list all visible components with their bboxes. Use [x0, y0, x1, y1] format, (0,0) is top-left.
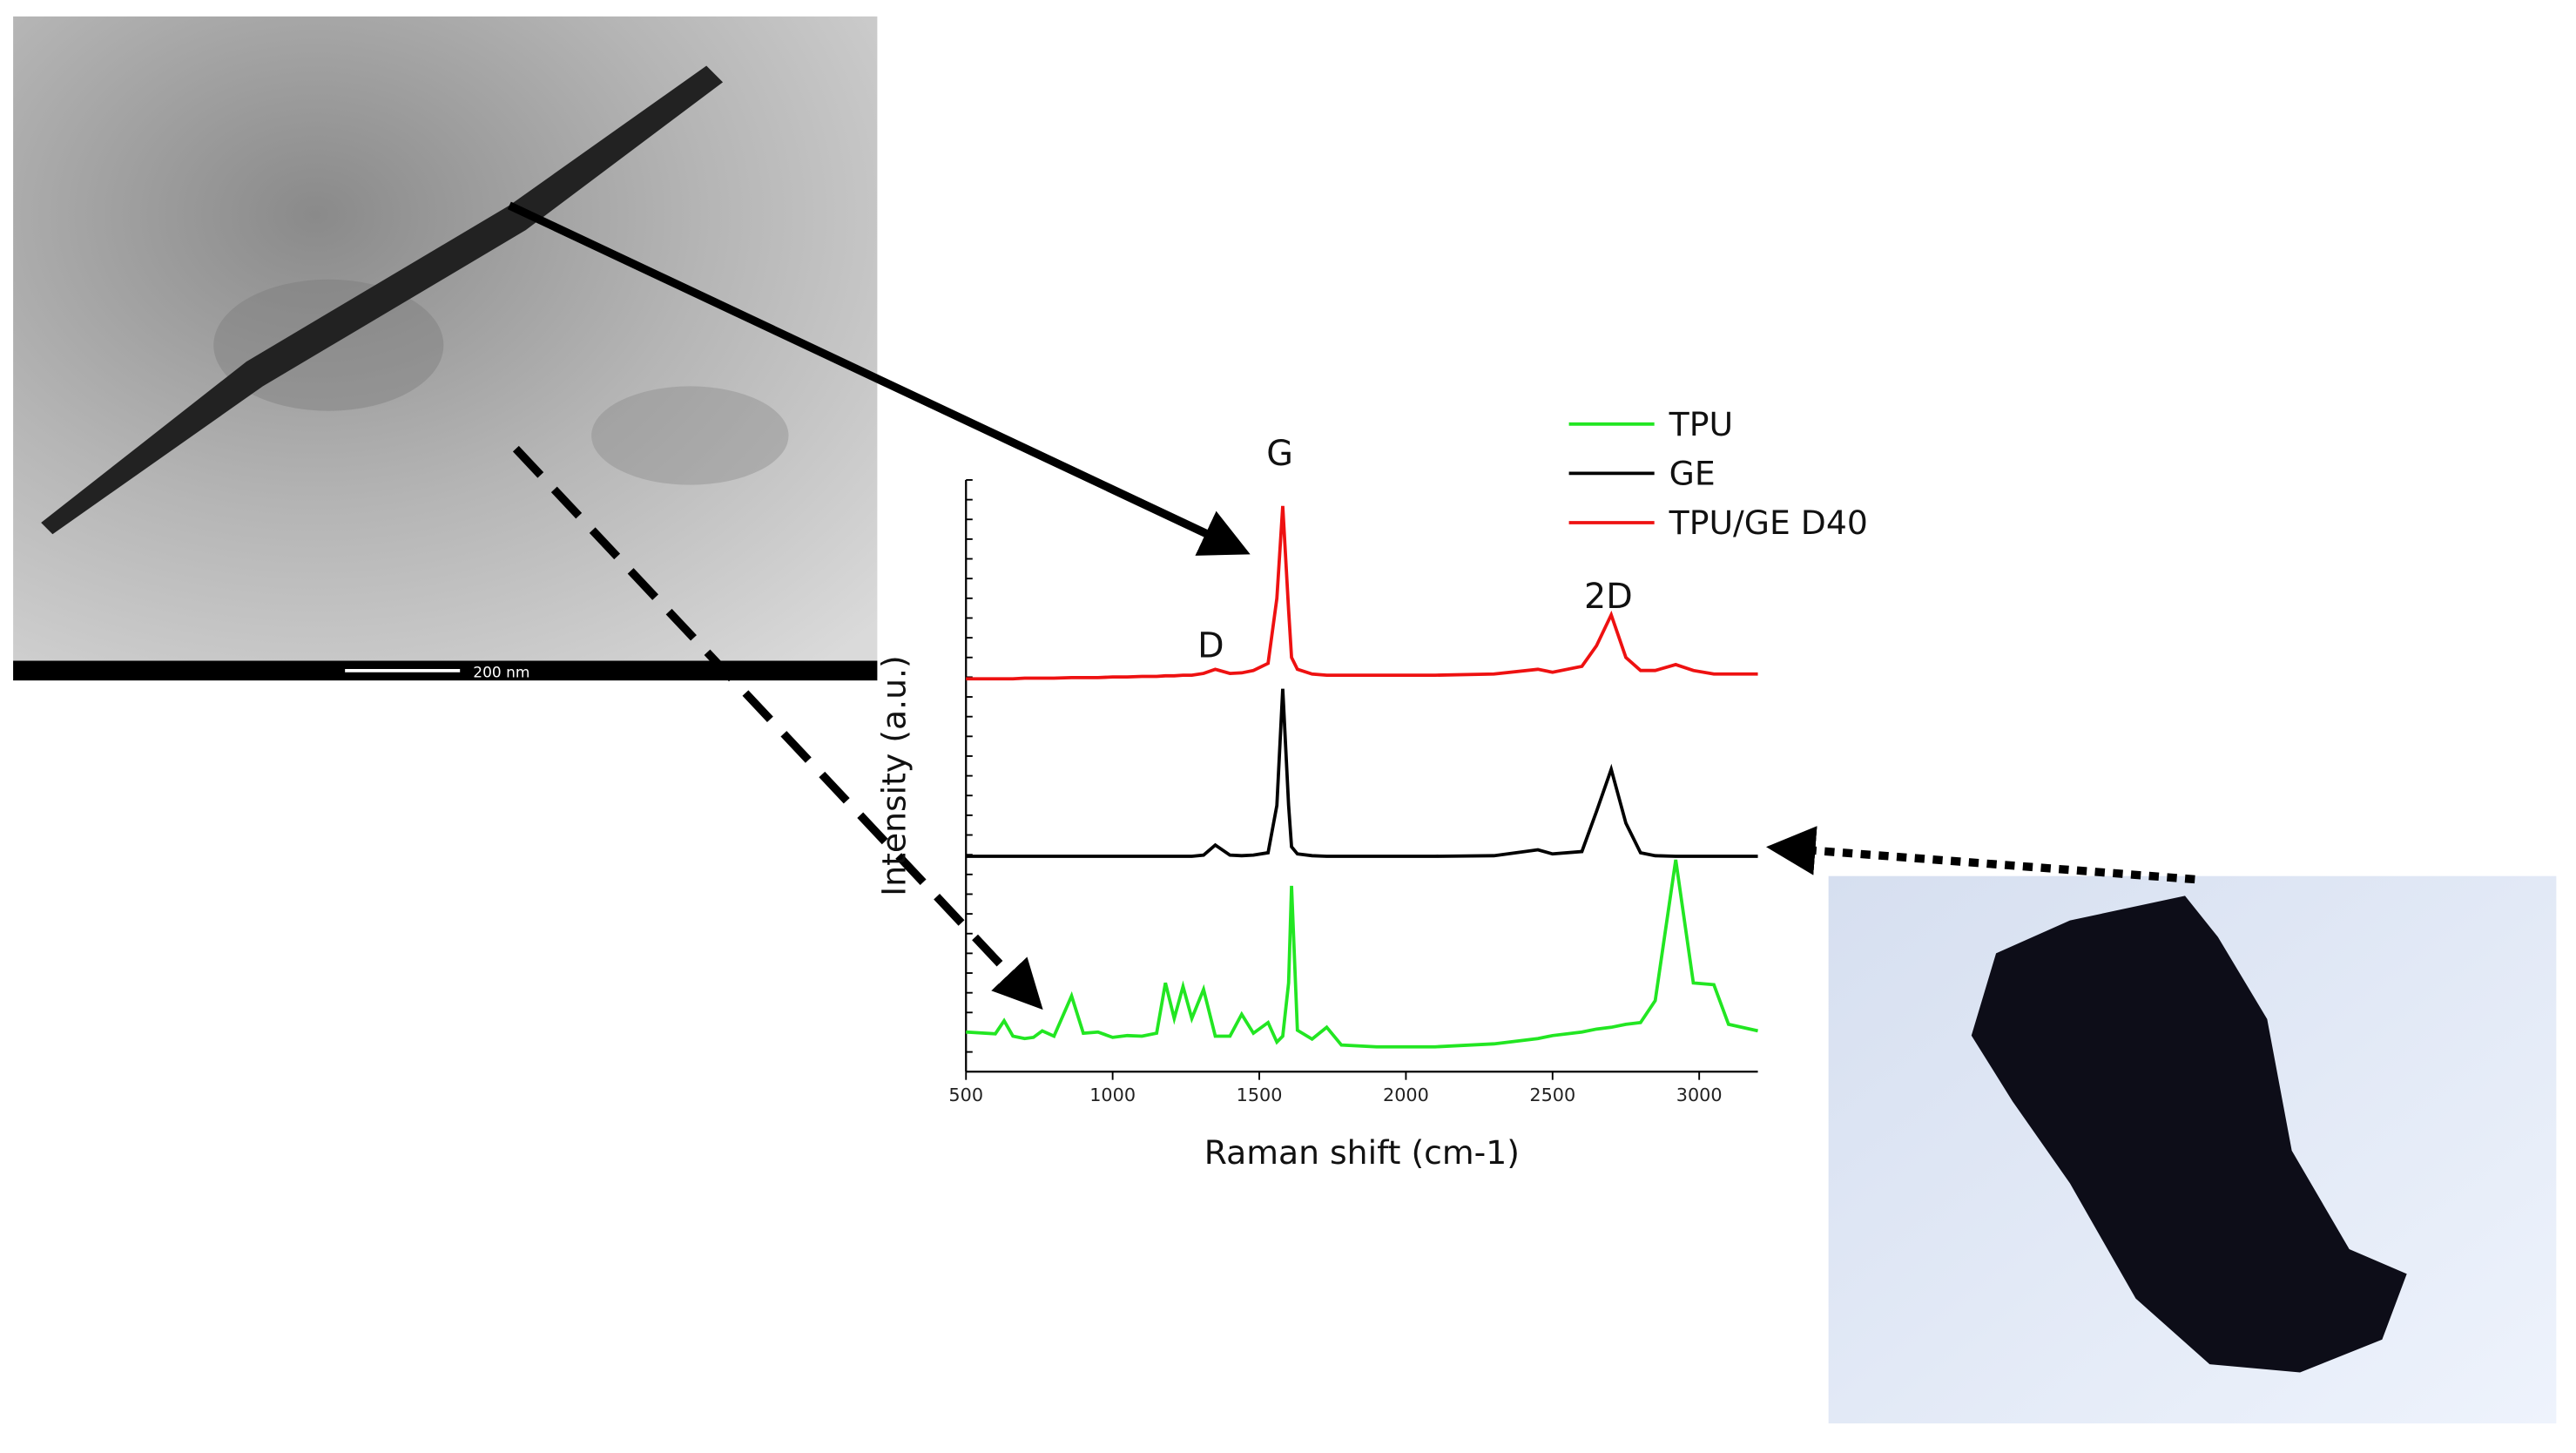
series-line [966, 505, 1758, 681]
x-tick-label: 500 [948, 1085, 983, 1105]
arrow [512, 445, 1043, 1010]
arrow [1766, 826, 2195, 884]
x-tick-label: 2000 [1383, 1085, 1429, 1105]
optical-image [1828, 875, 2557, 1424]
x-tick-label: 3000 [1676, 1085, 1723, 1105]
x-axis-label: Raman shift (cm-1) [1204, 1133, 1520, 1172]
arrow [507, 201, 1251, 556]
scale-bar-label: 200 nm [473, 664, 529, 681]
tem-image: 200 nm [13, 16, 878, 681]
x-tick-label: 2500 [1529, 1085, 1575, 1105]
annotation: 2D [1584, 577, 1633, 617]
x-tick-label: 1000 [1089, 1085, 1136, 1105]
legend-label: GE [1669, 455, 1716, 493]
series-line [966, 859, 1758, 1049]
legend-label: TPU [1669, 405, 1733, 443]
series-line [966, 688, 1758, 858]
legend-label: TPU/GE D40 [1669, 503, 1868, 542]
y-axis-label: Intensity (a.u.) [874, 655, 913, 896]
annotation: D [1197, 626, 1224, 666]
x-tick-label: 1500 [1237, 1085, 1283, 1105]
annotation: G [1266, 434, 1293, 474]
